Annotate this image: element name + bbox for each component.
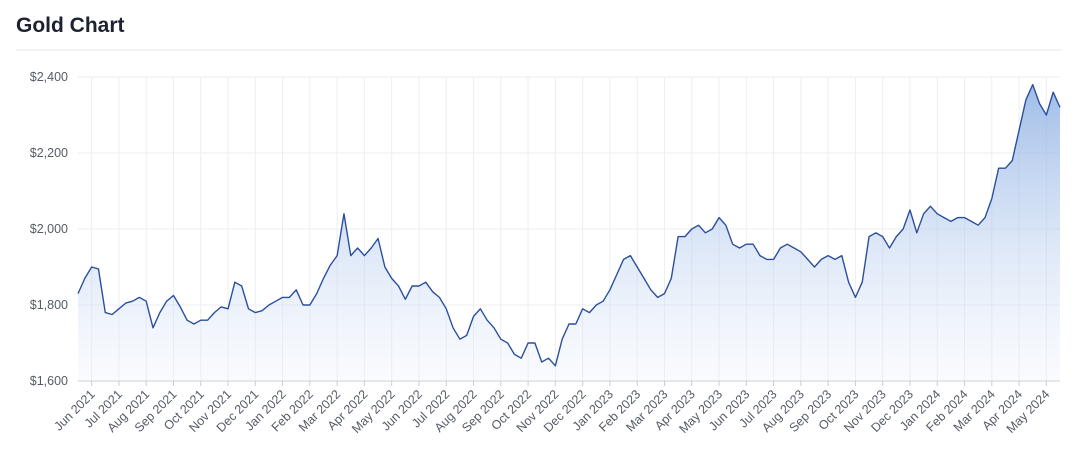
price-line	[77, 83, 1061, 367]
y-tick-label: $1,600	[30, 374, 68, 388]
chart-title: Gold Chart	[16, 14, 125, 37]
y-tick-label: $2,200	[30, 146, 68, 160]
area-fill	[78, 84, 1060, 381]
y-tick-label: $1,800	[30, 298, 68, 312]
y-tick-label: $2,400	[30, 70, 68, 84]
y-tick-label: $2,000	[30, 222, 68, 236]
